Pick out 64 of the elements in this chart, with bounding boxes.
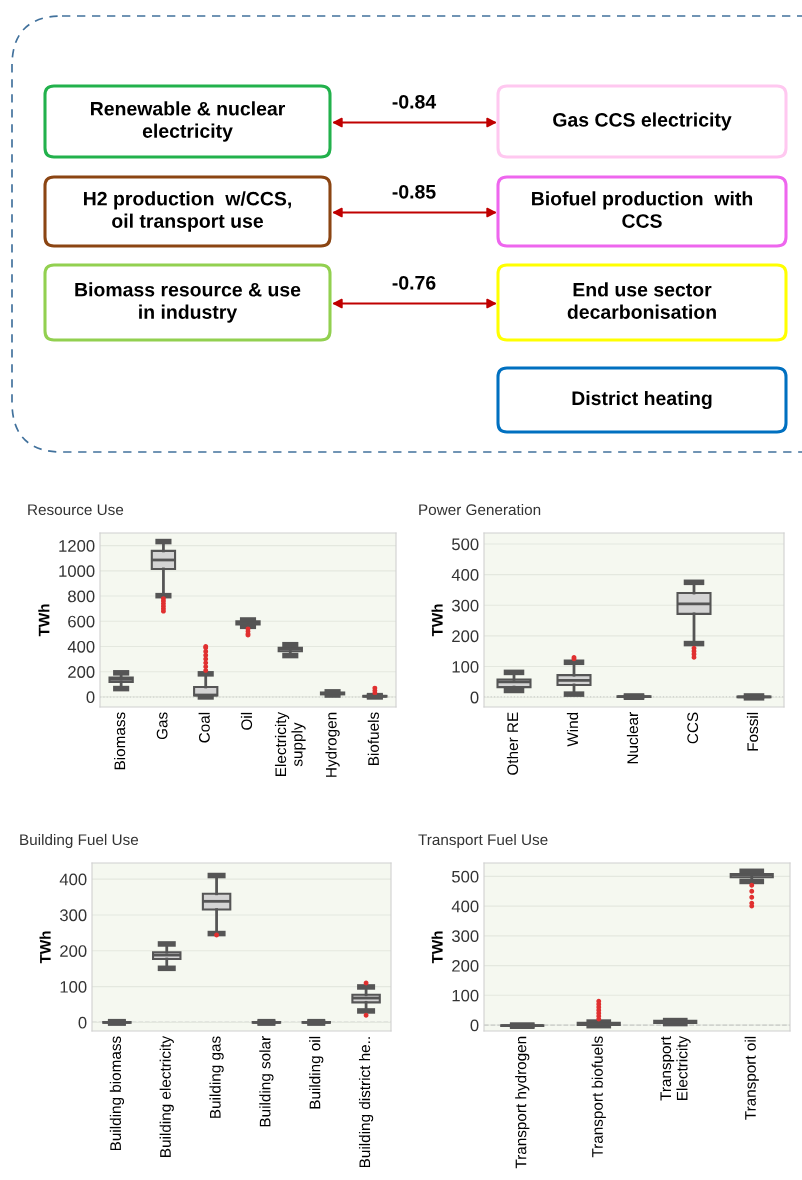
y-tick-label: 300 [451, 930, 479, 943]
text: Biofuel production with CCS [532, 191, 753, 228]
y-tick-label: 0 [470, 691, 479, 704]
text: End use sector decarbonisation [567, 282, 716, 319]
x-tick-label: Electricity supply [274, 711, 306, 776]
x-tick-label: Nuclear [626, 712, 639, 764]
x-tick-label: Oil [240, 712, 253, 730]
y-tick-label: 300 [451, 599, 479, 612]
y-tick-label: 400 [67, 640, 95, 653]
y-tick-label: 100 [452, 989, 479, 1002]
x-tick-label: Transport oil [744, 1036, 759, 1120]
y-tick-label: 600 [68, 615, 95, 628]
x-tick-label: Transport Electricity [660, 1035, 691, 1101]
y-tick-label: 800 [68, 590, 95, 603]
y-tick-label: 200 [452, 630, 479, 643]
y-tick-label: 300 [59, 909, 87, 922]
chart-title: Transport Fuel Use [418, 833, 548, 849]
text: Biomass resource & use in industry [75, 282, 301, 323]
y-tick-label: 0 [78, 1016, 87, 1029]
chart-title: Power Generation [419, 503, 541, 516]
y-tick-label: 0 [86, 691, 95, 704]
x-tick-label: Building oil [309, 1036, 324, 1109]
y-tick-label: 100 [60, 980, 87, 993]
y-tick-label: 100 [452, 660, 479, 673]
text: H2 production w/CCS, oil transport use [84, 191, 291, 232]
y-tick-label: 500 [452, 870, 479, 883]
x-tick-label: CCS [687, 712, 699, 744]
x-tick-label: Building solar [259, 1036, 274, 1127]
x-tick-label: Wind [566, 712, 579, 747]
y-axis-title: TWh [38, 604, 50, 637]
y-tick-label: 400 [59, 873, 87, 886]
text: Renewable & nuclear electricity [91, 101, 286, 142]
text: Gas CCS electricity [553, 112, 732, 131]
chart-title: Resource Use [28, 504, 124, 516]
y-axis-title: TWh [431, 604, 443, 637]
x-tick-label: Transport hydrogen [515, 1036, 530, 1169]
x-tick-label: Building electricity [159, 1035, 174, 1157]
x-tick-label: Fossil [746, 712, 759, 751]
y-tick-label: 200 [68, 666, 95, 678]
y-tick-label: 1200 [59, 540, 95, 552]
x-tick-label: Building gas [209, 1036, 224, 1118]
x-tick-label: Other RE [506, 712, 519, 775]
y-tick-label: 400 [451, 900, 479, 913]
y-axis-title: TWh [39, 931, 51, 964]
data-label: -0.76 [392, 275, 436, 290]
data-label: -0.85 [392, 184, 436, 199]
y-tick-label: 200 [60, 945, 87, 957]
data-label: -0.84 [392, 94, 437, 109]
x-tick-label: Biomass [114, 712, 126, 770]
chart-title: Building Fuel Use [20, 833, 139, 849]
x-tick-label: Transport biofuels [591, 1036, 606, 1158]
x-tick-label: Building district he.. [358, 1037, 374, 1168]
y-axis-title: TWh [431, 931, 443, 964]
x-tick-label: Biofuels [367, 712, 379, 765]
y-tick-label: 200 [452, 959, 479, 972]
y-tick-label: 1000 [59, 565, 95, 578]
y-tick-label: 400 [451, 569, 479, 581]
x-tick-label: Coal [198, 712, 210, 743]
text: District heating [572, 390, 712, 410]
x-tick-label: Gas [156, 712, 168, 740]
x-tick-label: Hydrogen [325, 712, 340, 777]
y-tick-label: 500 [452, 538, 479, 551]
y-tick-label: 0 [470, 1019, 479, 1032]
x-tick-label: Building biomass [109, 1036, 125, 1151]
